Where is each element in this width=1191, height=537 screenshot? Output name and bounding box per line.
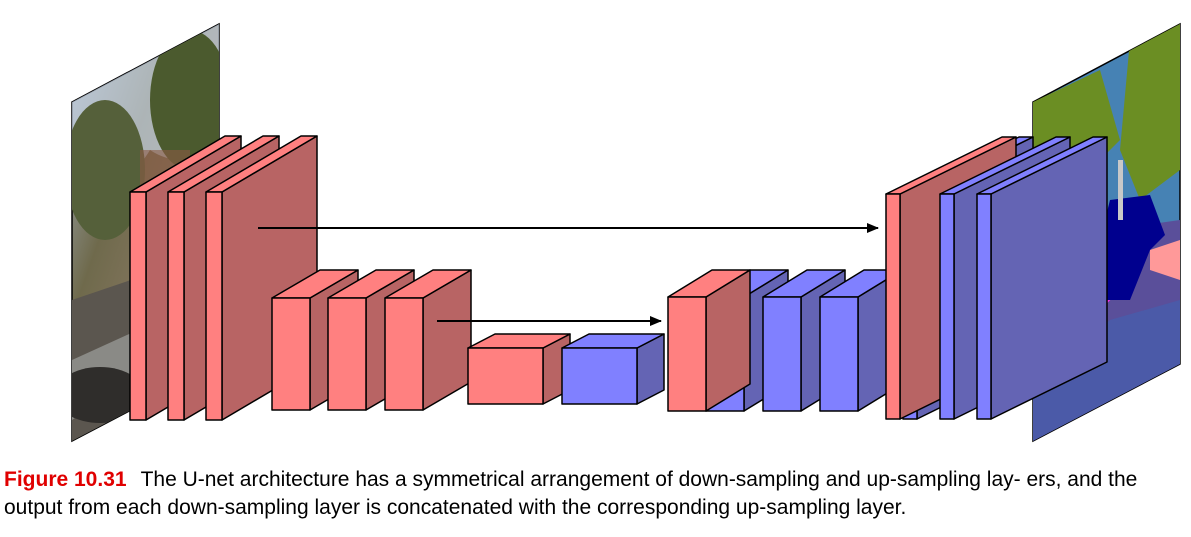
decoder-layer-2a-skip-front xyxy=(667,296,707,412)
decoder-layer-2d-front xyxy=(819,296,859,412)
decoder-layer-1a-skip-front xyxy=(885,193,901,420)
decoder-layer-1c-front xyxy=(939,193,955,420)
decoder-layer-2c-front xyxy=(762,296,802,412)
encoder-layer-1b-front xyxy=(167,191,185,421)
encoder-layer-2c-front xyxy=(384,297,424,411)
layer-blocks xyxy=(129,135,1108,421)
bottleneck-layer-decoder-front xyxy=(561,347,638,405)
figure-number: Figure 10.31 xyxy=(4,468,127,491)
encoder-layer-2b-front xyxy=(327,297,367,411)
figure-caption: Figure 10.31 The U-net architecture has a… xyxy=(4,466,1184,522)
caption-text: The U-net architecture has a symmetrical… xyxy=(4,468,1138,519)
encoder-layer-2a-front xyxy=(271,297,311,411)
encoder-layer-1c-front xyxy=(205,191,223,421)
bottleneck-layer-encoder-front xyxy=(467,347,544,405)
unet-diagram xyxy=(71,22,1181,443)
encoder-layer-1a-front xyxy=(129,191,147,421)
decoder-layer-1d-front xyxy=(976,193,992,420)
